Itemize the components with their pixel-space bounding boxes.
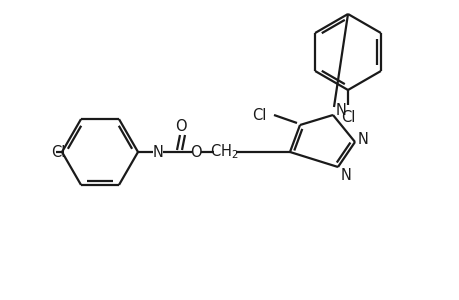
Text: N: N [340, 167, 351, 182]
Text: N: N [152, 145, 163, 160]
Text: Cl: Cl [252, 107, 266, 122]
Text: CH$_2$: CH$_2$ [209, 143, 238, 161]
Text: O: O [175, 118, 186, 134]
Text: O: O [190, 145, 202, 160]
Text: N: N [335, 103, 346, 118]
Text: N: N [357, 131, 368, 146]
Text: Cl: Cl [51, 145, 65, 160]
Text: Cl: Cl [340, 110, 354, 125]
